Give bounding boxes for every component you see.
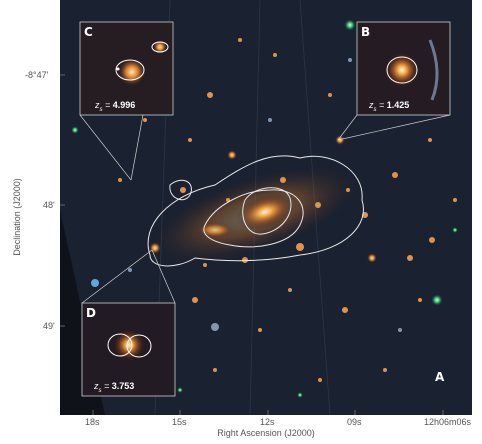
inset-c-letter: C [84, 25, 93, 39]
redshift-value: 4.996 [112, 100, 136, 110]
galaxy-field [118, 38, 457, 382]
x-tick-label: 12s [260, 417, 275, 427]
critical-curves [147, 155, 364, 267]
x-tick-label: 15s [172, 417, 187, 427]
inset-b [356, 21, 451, 116]
x-tick-label: 09s [347, 417, 362, 427]
x-tick-label: 18s [85, 417, 100, 427]
inset-b-redshift: zs = 1.425 [369, 100, 410, 113]
inset-c-redshift: zs = 4.996 [95, 100, 136, 113]
x-axis-label: Right Ascension (J2000) [217, 428, 315, 438]
inset-d-letter: D [86, 306, 96, 320]
redshift-symbol: z [369, 100, 374, 110]
redshift-symbol: z [94, 381, 99, 391]
y-tick-label: 49' [43, 321, 55, 331]
inset-d [81, 302, 176, 397]
brightest-cluster-galaxy [236, 194, 294, 230]
axis-ticks [60, 74, 444, 415]
inset-d-redshift: zs = 3.753 [94, 381, 135, 394]
inset-b-letter: B [361, 25, 371, 39]
redshift-symbol: z [95, 100, 100, 110]
redshift-value: 3.753 [111, 381, 135, 391]
redshift-value: 1.425 [386, 100, 410, 110]
foreground-stars [71, 19, 458, 398]
y-axis-label: Declination (J2000) [12, 178, 22, 256]
y-tick-label: -8°47' [25, 70, 49, 80]
inset-connectors [79, 114, 451, 304]
x-tick-label: 12h06m06s [424, 417, 472, 427]
cluster-galaxy [197, 222, 233, 238]
blue-galaxies [128, 58, 402, 332]
y-tick-label: 48' [43, 200, 55, 210]
inset-c [79, 21, 174, 116]
panel-a-letter: A [435, 370, 445, 384]
